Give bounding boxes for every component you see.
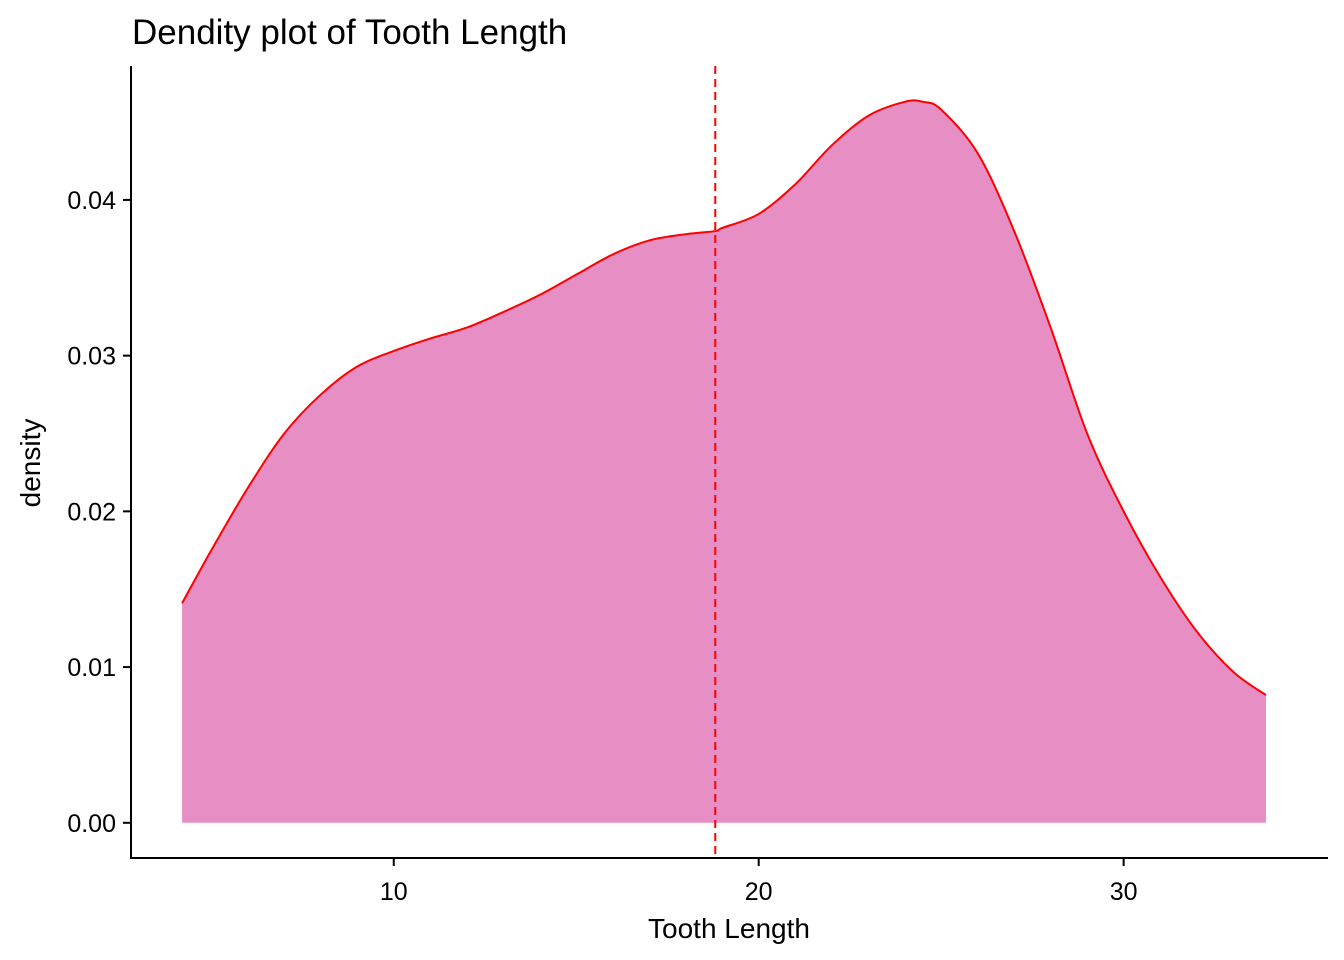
density-area	[182, 100, 1266, 823]
x-axis-ticks: 10 20 30	[380, 858, 1138, 906]
y-axis-ticks: 0.00 0.01 0.02 0.03 0.04	[67, 187, 131, 838]
x-tick-label: 10	[380, 878, 408, 906]
y-tick-label: 0.01	[67, 654, 116, 682]
y-tick-label: 0.03	[67, 343, 116, 371]
y-axis-label: density	[15, 419, 46, 508]
plot-area	[181, 66, 1267, 858]
density-curve	[181, 99, 1267, 696]
chart-title: Dendity plot of Tooth Length	[132, 13, 567, 52]
y-tick-label: 0.00	[67, 810, 116, 838]
x-tick-label: 20	[745, 878, 773, 906]
x-axis-label: Tooth Length	[648, 913, 810, 944]
y-tick-label: 0.04	[67, 187, 116, 215]
x-tick-label: 30	[1110, 878, 1138, 906]
y-tick-label: 0.02	[67, 498, 116, 526]
